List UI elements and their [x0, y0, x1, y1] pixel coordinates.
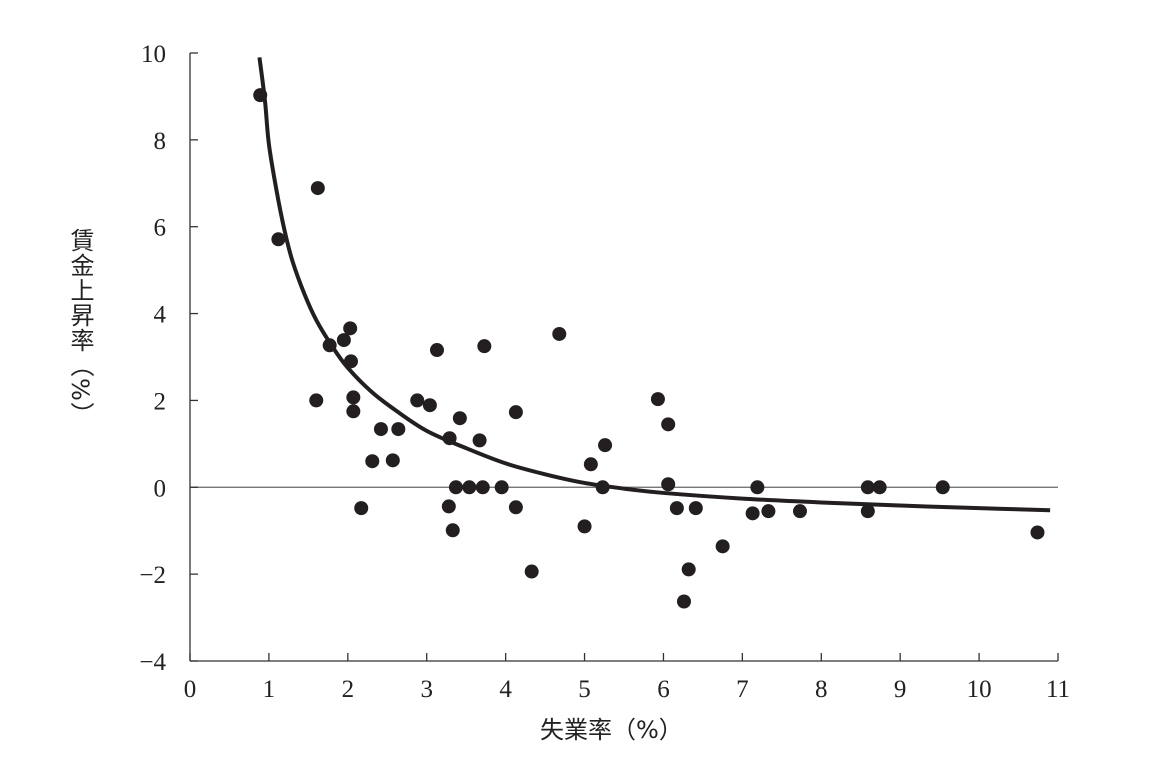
axes: [189, 53, 1058, 662]
data-point: [475, 480, 490, 495]
data-point: [410, 393, 425, 408]
data-point: [792, 504, 807, 519]
data-point: [354, 501, 369, 516]
y-tick-label: 4: [154, 302, 167, 329]
data-point: [935, 480, 950, 495]
ticks: 0 1 2 3 4 5 6 7 8 9 10 11 10 8 6 4 2 0 −2 −4: [139, 41, 1070, 703]
x-tick-label: 1: [263, 676, 276, 703]
data-point: [661, 417, 676, 432]
data-point: [750, 480, 765, 495]
y-tick-label: 2: [154, 388, 167, 415]
y-tick-label: 6: [154, 215, 167, 242]
fitted-curve: [257, 57, 1051, 513]
data-point: [429, 343, 444, 358]
y-tick-label: 0: [154, 475, 167, 502]
data-point: [441, 499, 456, 514]
data-point: [373, 422, 388, 437]
x-tick-label: 0: [184, 676, 197, 703]
x-tick-label: 7: [736, 676, 749, 703]
data-point: [676, 594, 691, 609]
data-point: [271, 232, 286, 247]
data-point: [346, 404, 361, 419]
y-tick-label: −2: [139, 562, 166, 589]
data-point: [508, 500, 523, 515]
data-point: [761, 504, 776, 519]
data-point: [715, 539, 730, 554]
data-point: [872, 480, 887, 495]
x-tick-label: 9: [894, 676, 907, 703]
data-point: [448, 480, 463, 495]
data-point: [343, 321, 358, 336]
data-point: [577, 519, 592, 534]
x-tick-label: 4: [499, 676, 512, 703]
x-tick-label: 5: [578, 676, 591, 703]
data-point: [681, 562, 696, 577]
data-point: [583, 457, 598, 472]
x-axis-label: 失業率（%）: [540, 716, 683, 744]
data-point: [391, 422, 406, 437]
data-point: [508, 405, 523, 420]
data-point: [860, 480, 875, 495]
data-point: [524, 564, 539, 579]
data-point: [650, 392, 665, 407]
data-point: [385, 453, 400, 468]
data-point: [336, 333, 351, 348]
data-point: [745, 506, 760, 521]
data-point: [661, 477, 676, 492]
data-point: [552, 326, 567, 341]
data-point: [310, 181, 325, 196]
data-point: [598, 438, 613, 453]
data-point: [346, 390, 361, 405]
data-point: [494, 480, 509, 495]
data-point: [688, 501, 703, 516]
data-point: [1030, 525, 1045, 540]
data-point: [462, 480, 477, 495]
y-axis-label: 賃金上昇率（%）: [66, 228, 94, 427]
y-tick-label: −4: [139, 649, 166, 676]
data-point: [477, 339, 492, 354]
data-point: [445, 523, 460, 538]
data-points: [253, 88, 1045, 609]
y-tick-label: 8: [154, 128, 167, 155]
data-point: [669, 501, 684, 516]
x-tick-label: 8: [815, 676, 828, 703]
y-tick-label: 10: [141, 41, 166, 68]
data-point: [365, 454, 380, 469]
data-point: [860, 504, 875, 519]
x-tick-label: 6: [657, 676, 670, 703]
data-point: [422, 398, 437, 413]
x-tick-label: 10: [967, 676, 992, 703]
data-point: [472, 433, 487, 448]
x-tick-label: 2: [342, 676, 355, 703]
data-point: [452, 411, 467, 426]
data-point: [309, 393, 324, 408]
x-tick-label: 11: [1046, 676, 1070, 703]
x-tick-label: 3: [420, 676, 433, 703]
